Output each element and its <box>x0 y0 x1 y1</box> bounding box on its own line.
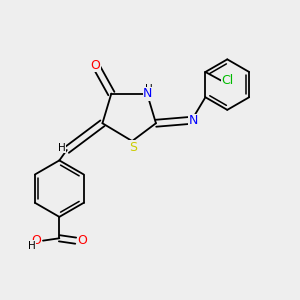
Text: N: N <box>188 114 198 128</box>
Text: H: H <box>145 84 152 94</box>
Text: Cl: Cl <box>222 74 234 87</box>
Text: O: O <box>90 59 100 72</box>
Text: O: O <box>77 234 87 247</box>
Text: H: H <box>28 241 36 251</box>
Text: N: N <box>143 87 153 100</box>
Text: H: H <box>58 142 65 153</box>
Text: S: S <box>129 141 137 154</box>
Text: O: O <box>32 234 41 247</box>
